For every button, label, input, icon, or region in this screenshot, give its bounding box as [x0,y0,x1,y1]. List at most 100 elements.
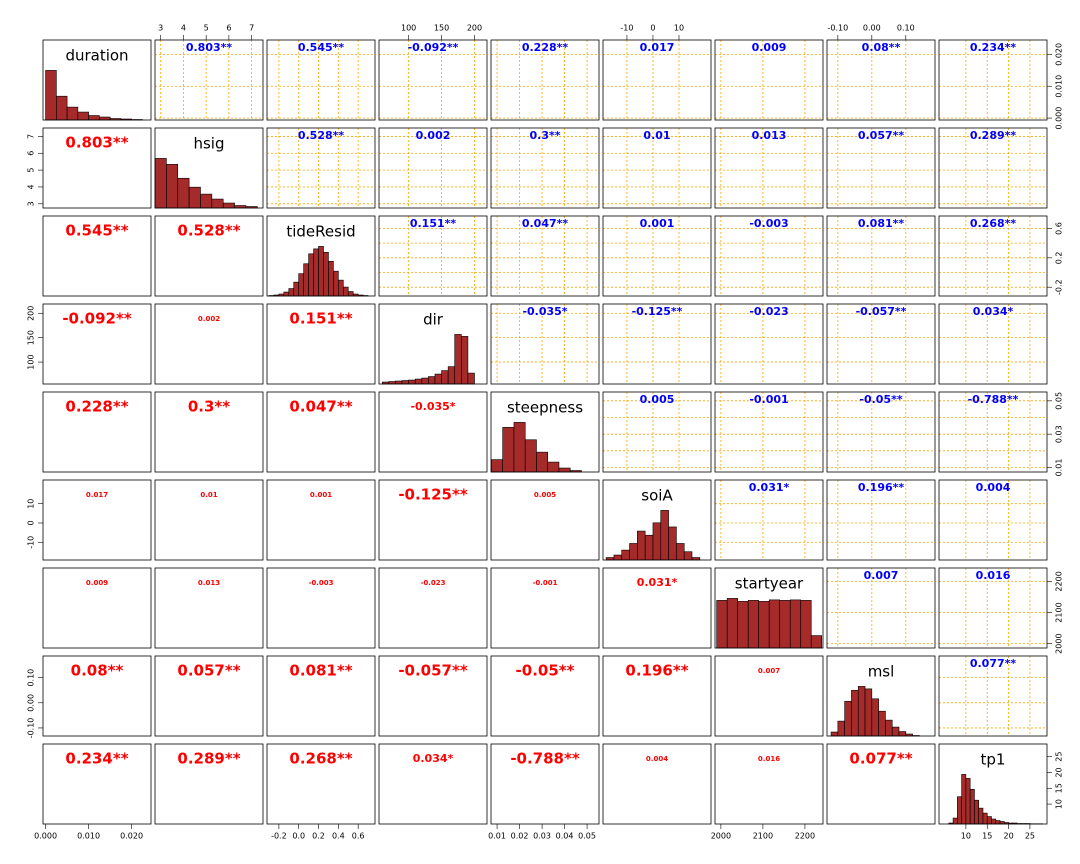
panel: -0.057** [826,303,936,385]
histogram-bar [629,543,638,561]
panel: -0.092** [42,303,152,385]
correlation-label: 0.196** [625,662,688,680]
histogram-bar [467,372,475,385]
x-tick-label: 0.2 [312,832,325,841]
correlation-label: 0.01 [200,491,217,499]
y-tick-label: -10 [27,536,36,549]
histogram-bar [810,635,823,649]
x-tick-label: 0.01 [488,832,506,841]
panel-border [490,743,600,825]
histogram-bar [716,600,728,649]
panel: -0.035* [490,303,600,385]
variable-name: tp1 [981,751,1006,769]
panel-border [938,567,1048,649]
histogram-bar [56,95,68,121]
panel-border [826,391,936,473]
x-tick-label: 0 [650,24,655,33]
y-tick-label: 4 [27,184,36,189]
x-tick-label: 0.6 [352,832,365,841]
x-tick-label: 0.02 [511,832,529,841]
panel-border [826,743,936,825]
panel-border [378,39,488,121]
panel-border [266,567,376,649]
panel: 0.234** [42,743,152,825]
histogram-bar [683,551,693,561]
histogram-bar [957,796,962,825]
y-tick-label: 0.010 [1055,75,1064,98]
panel: -0.057** [378,655,488,737]
panel: 0.009 [42,567,152,649]
y-tick-label: -0.2 [1055,279,1064,295]
histogram-bar [660,510,669,561]
histogram-bar [323,252,329,297]
correlation-label: 0.228** [522,41,569,54]
panel: 0.007 [714,655,824,737]
correlation-label: -0.05** [516,662,575,680]
histogram-bar [188,186,201,209]
panel: 0.289** [154,743,264,825]
histogram-bar [428,376,436,385]
panel-border [490,391,600,473]
correlation-label: 0.01 [643,129,670,142]
panel: 0.151** [378,215,488,297]
panel-border [602,215,712,297]
y-tick-label: 15 [1055,783,1064,793]
panel-border [154,303,264,385]
x-tick-label: 0.03 [533,832,551,841]
panel: 0.013 [154,567,264,649]
panel-border [154,391,264,473]
correlation-label: -0.003 [308,579,333,587]
panel-border [42,479,152,561]
panel: -0.003 [266,567,376,649]
panel-border [938,655,1048,737]
histogram-bar [851,690,859,737]
panel: -0.001 [714,391,824,473]
correlation-label: -0.788** [968,393,1019,406]
correlation-label: 0.196** [858,481,905,494]
histogram-bar [342,286,349,297]
panel-border [490,479,600,561]
correlation-label: 0.234** [970,41,1017,54]
histogram-bar [461,336,469,385]
correlation-label: 0.004 [976,481,1011,494]
histogram-bar [558,467,571,473]
histogram-bar [447,366,456,385]
panel-border [602,479,712,561]
panel: -0.788** [938,391,1048,473]
panel: 0.545** [42,215,152,297]
correlation-label: -0.035* [522,305,567,318]
panel: -0.05** [826,391,936,473]
histogram-bar [328,260,334,297]
histogram-bar [837,720,845,737]
histogram-bar [952,817,958,825]
panel-border [490,303,600,385]
correlation-label: 0.077** [970,657,1017,670]
panel: 0.196** [826,479,936,561]
histogram-bar [66,106,79,121]
histogram-bar [288,288,295,297]
panel: 0.017 [602,39,712,121]
histogram-bar [408,379,416,385]
correlation-label: -0.788** [510,750,580,768]
histogram-bar [961,774,967,825]
x-tick-label: 0.010 [77,832,100,841]
panel: 0.004 [602,743,712,825]
panel: 0.08** [826,39,936,121]
panel: 0.031* [714,479,824,561]
correlation-label: 0.151** [410,217,457,230]
panel-border [714,567,824,649]
panel: 0.196** [602,655,712,737]
panel: 0.005 [602,391,712,473]
panel: steepness [490,391,600,473]
panel: 0.016 [938,567,1048,649]
panel: 0.057** [826,127,936,209]
y-tick-label: 6 [27,151,36,156]
panel-border [490,39,600,121]
histogram-bar [768,599,781,649]
panel-border [154,655,264,737]
histogram-bar [441,370,449,385]
correlation-label: 0.005 [640,393,675,406]
histogram-bar [547,461,560,473]
panel: 0.057** [154,655,264,737]
panel-border [378,391,488,473]
